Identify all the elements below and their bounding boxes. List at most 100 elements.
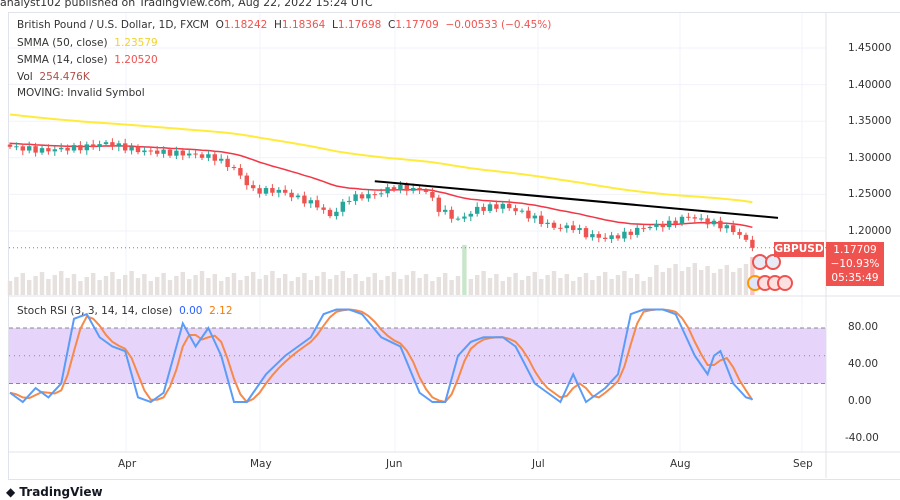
volume-bar [635,274,640,295]
volume-bar [372,273,377,295]
smma50-legend[interactable]: SMMA (50, close) 1.23579 [17,37,158,49]
candle-body [577,228,582,231]
volume-bar [116,279,121,295]
candle-body [615,235,621,239]
candle-body [7,144,13,147]
high-value: 1.18364 [281,19,326,31]
time-tick: Aug [670,458,691,470]
volume-bar [110,272,115,295]
candle-body [404,184,409,191]
moving-legend[interactable]: MOVING: Invalid Symbol [17,87,145,99]
volume-bar [609,279,614,295]
candle-body [276,189,281,193]
volume-bar [443,273,448,295]
volume-bar [263,275,269,295]
candle-body [20,146,25,151]
volume-bar [475,275,480,295]
volume-bar [289,281,294,295]
candle-body [27,146,32,151]
candle-body [340,201,345,212]
candle-body [251,185,256,189]
stoch-tick: 0.00 [848,395,872,407]
candle-body [52,149,57,152]
chart-frame[interactable] [8,12,900,480]
smma50-label: SMMA (50, close) [17,37,108,49]
volume-bar [436,277,441,295]
price-tick: 1.45000 [848,42,892,54]
candle-body [372,194,377,196]
percent-change: −10.93% [830,258,880,270]
volume-bar [276,278,281,295]
stoch-d-value: 2.12 [209,305,233,317]
candle-body [353,194,358,201]
candle-body [545,222,550,225]
volume-bar [590,280,595,295]
volume-bar [142,274,147,295]
candle-body [142,150,147,153]
stoch-legend[interactable]: Stoch RSI (3, 3, 14, 14, close) 0.00 2.1… [17,305,233,317]
volume-bar [705,266,710,295]
symbol-title: British Pound / U.S. Dollar, 1D, FXCM [17,19,209,31]
volume-bar [487,278,493,295]
volume-bar [244,276,249,295]
candle-body [686,216,691,218]
candle-body [635,227,640,235]
candle-body [206,154,211,158]
candle-body [391,187,397,190]
event-flag-uk-icon [752,254,768,270]
stoch-d-line [9,308,754,404]
volume-bar [59,271,64,295]
smma14-value: 1.20520 [114,54,158,66]
candle-body [487,204,493,211]
volume-bar [532,272,537,295]
last-price: 1.17709 [833,244,877,256]
volume-bar [628,278,633,295]
volume-bar [257,279,262,295]
price-tag: 1.17709 −10.93% 05:35:49 [826,242,884,286]
volume-bar [430,281,435,295]
candle-body [564,225,569,229]
volume-bar [539,279,544,295]
volume-bar [91,273,96,295]
candle-body [551,222,557,228]
volume-bar [238,280,243,295]
volume-bar [302,273,307,295]
candle-body [526,210,531,219]
high-label: H [274,19,282,31]
volume-bar [673,264,678,295]
candle-body [315,200,320,208]
volume-bar [174,276,179,295]
candle-body [148,150,153,152]
time-tick: Jul [532,458,545,470]
volume-bar [39,272,45,295]
smma14-legend[interactable]: SMMA (14, close) 1.20520 [17,54,158,66]
volume-legend[interactable]: Vol 254.476K [17,71,90,83]
candle-body [455,218,461,220]
candle-body [481,206,486,211]
candle-body [33,146,38,153]
volume-bar [679,271,685,295]
candle-body [647,226,653,229]
candle-body [116,143,121,147]
candle-body [654,223,659,227]
volume-bar [379,280,384,295]
candle-body [46,148,51,152]
volume-bar [334,275,339,295]
candle-body [462,216,467,219]
candle-body [468,213,473,217]
candle-body [161,149,166,154]
published-info: analyst102 published on TradingView.com,… [0,0,373,9]
candle-body [449,209,454,219]
volume-bar [225,277,230,295]
tradingview-logo[interactable]: ◆ TradingView [6,485,103,499]
volume-bar [455,276,461,295]
volume-bar [571,281,576,295]
volume-bar [711,273,717,295]
volume-bar [52,275,57,295]
candle-body [750,239,755,248]
stoch-k-line [9,308,753,404]
smma50-value: 1.23579 [114,37,158,49]
candle-body [199,154,205,158]
candle-body [321,207,326,210]
